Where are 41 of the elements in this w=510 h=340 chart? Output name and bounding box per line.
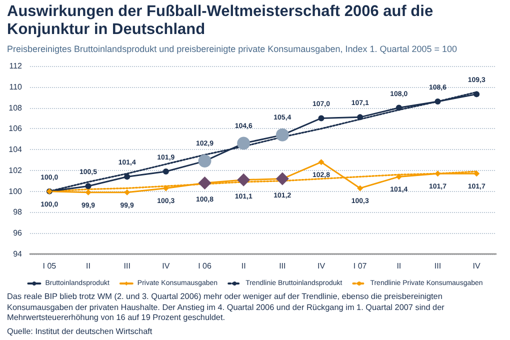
point (85, 183, 92, 190)
text: Das reale BIP blieb trotz WM (2. und 3. Quartal 2006) mehr oder weniger auf der Trendlinie, ebenso die preisbereinigten Konsumausgaben der privaten Haushalte. Der Anstieg im 4. Quartal 2006 und der Rückgang im 1. Quartal 2007 sind der Mehrwertsteuererhöhung von 16 auf 19 Prozent geschuldet. (7, 292, 446, 324)
point (474, 170, 480, 177)
y-tick-label: 104 (8, 145, 23, 154)
y-tick-label: 100 (8, 186, 23, 196)
point (396, 174, 402, 180)
x-tick-label: III (279, 262, 286, 270)
x-tick-label: II (86, 262, 90, 270)
point (474, 91, 480, 98)
point (357, 114, 364, 120)
y-tick-label: 94 (13, 250, 23, 258)
y-tick-label: 112 (9, 62, 23, 70)
x-tick-label: I 07 (353, 262, 368, 270)
x-tick-label: I 05 (42, 262, 57, 270)
chart-title: Auswirkungen der Fußball-Weltmeisterschaft 2006 auf die Konjunktur in Deutschland (7, 3, 434, 39)
x-tick-label: IV (162, 262, 170, 270)
source-note: Quelle: Institut der deutschen Wirtschaft (7, 326, 154, 337)
chart-subtitle: Preisbereinigtes Bruttoinlandsprodukt und preisbereinigte private Konsumausgaben, Index 1. Quartal 2005 = 100 (7, 44, 458, 54)
point (434, 170, 441, 177)
point (318, 115, 324, 122)
x-tick-label: II (396, 262, 402, 270)
point (162, 168, 169, 174)
point (162, 185, 169, 192)
y-tick-label: 108 (8, 103, 23, 112)
x-tick-label: I 06 (198, 262, 212, 270)
point (124, 174, 130, 180)
point (318, 159, 324, 166)
x-tick-label: III (124, 262, 130, 270)
x-tick-label: II (241, 262, 246, 270)
y-tick-label: 106 (8, 124, 23, 134)
x-tick-label: IV (317, 262, 326, 270)
point (434, 98, 441, 105)
y-tick-label: 98 (13, 208, 23, 217)
y-tick-label: 96 (13, 228, 23, 238)
y-tick-label: 102 (8, 166, 23, 175)
point (124, 189, 130, 196)
point (396, 104, 402, 111)
point (357, 185, 364, 192)
x-tick-label: III (434, 262, 442, 270)
x-tick-label: IV (472, 262, 482, 270)
y-tick-label: 110 (9, 82, 23, 92)
